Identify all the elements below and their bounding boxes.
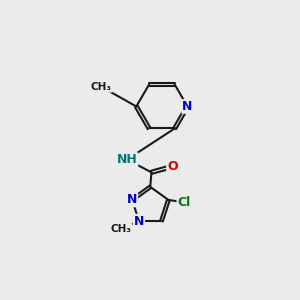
- Text: NH: NH: [117, 153, 137, 166]
- Text: CH₃: CH₃: [111, 224, 132, 234]
- Text: N: N: [182, 100, 193, 113]
- Text: O: O: [167, 160, 178, 173]
- Text: Cl: Cl: [177, 196, 190, 209]
- Text: N: N: [127, 194, 137, 206]
- Text: N: N: [134, 214, 144, 228]
- Text: CH₃: CH₃: [91, 82, 112, 92]
